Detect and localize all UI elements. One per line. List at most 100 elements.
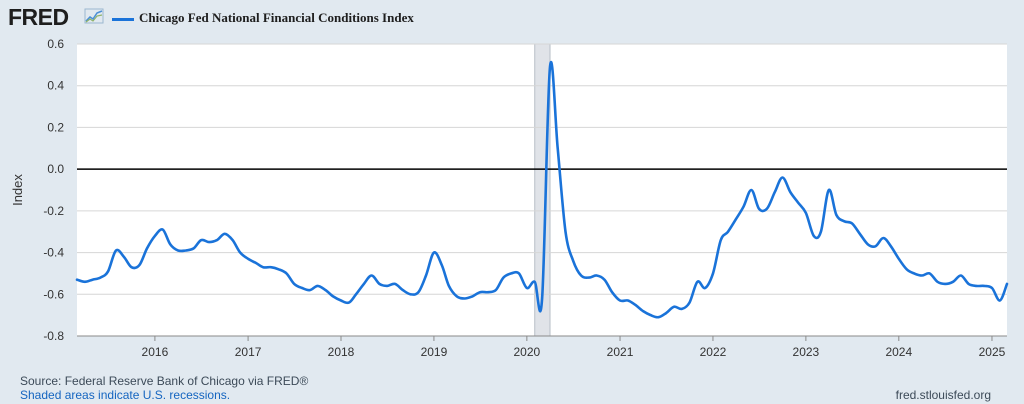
data-point: [316, 285, 319, 288]
data-point: [890, 245, 893, 248]
data-point: [324, 289, 327, 292]
data-point: [138, 264, 141, 267]
data-point: [463, 297, 466, 300]
data-point: [874, 245, 877, 248]
data-point: [270, 266, 273, 269]
data-point: [859, 233, 862, 236]
data-point: [797, 201, 800, 204]
data-point: [518, 272, 521, 275]
data-point: [223, 233, 226, 236]
data-point: [781, 176, 784, 179]
data-point: [146, 247, 149, 250]
data-point: [192, 247, 195, 250]
data-point: [526, 287, 529, 290]
data-point: [928, 272, 931, 275]
data-point: [177, 249, 180, 252]
recession-note[interactable]: Shaded areas indicate U.S. recessions.: [20, 388, 231, 402]
data-point: [301, 287, 304, 290]
data-point: [813, 235, 816, 238]
site-url[interactable]: fred.stlouisfed.org: [895, 388, 991, 402]
data-point: [91, 278, 94, 281]
y-axis-title: Index: [10, 174, 25, 206]
data-point: [471, 295, 474, 298]
data-point: [727, 230, 730, 233]
data-point: [556, 147, 559, 150]
data-point: [789, 191, 792, 194]
data-point: [402, 289, 405, 292]
data-point: [448, 285, 451, 288]
data-point: [843, 220, 846, 223]
fred-logo[interactable]: FRED: [8, 4, 69, 30]
data-point: [433, 251, 436, 254]
data-point: [588, 276, 591, 279]
data-point: [231, 239, 234, 242]
data-point: [758, 208, 761, 211]
data-point: [681, 308, 684, 311]
series-line-nfci: [75, 61, 1009, 319]
data-point: [370, 274, 373, 277]
data-point: [208, 241, 211, 244]
data-point: [828, 189, 831, 192]
data-point: [394, 283, 397, 286]
data-point: [262, 266, 265, 269]
x-tick-label: 2016: [142, 345, 169, 359]
data-point: [386, 285, 389, 288]
x-tick-label: 2023: [793, 345, 820, 359]
data-point: [572, 260, 575, 263]
x-tick-label: 2019: [421, 345, 448, 359]
data-point: [999, 299, 1002, 302]
data-point: [1006, 283, 1009, 286]
data-point: [495, 289, 498, 292]
data-point: [866, 243, 869, 246]
data-point: [960, 274, 963, 277]
data-point: [154, 235, 157, 238]
data-point: [952, 281, 955, 284]
data-point: [441, 264, 444, 267]
data-point: [835, 214, 838, 217]
data-point: [123, 255, 126, 258]
source-note: Source: Federal Reserve Bank of Chicago …: [20, 374, 309, 388]
data-point: [704, 287, 707, 290]
data-point: [456, 295, 459, 298]
data-point: [348, 301, 351, 304]
data-point: [564, 230, 567, 233]
x-tick-label: 2022: [700, 345, 727, 359]
data-point: [936, 281, 939, 284]
data-point: [247, 258, 250, 261]
data-point: [580, 274, 583, 277]
data-point: [363, 283, 366, 286]
data-point: [216, 239, 219, 242]
data-point: [712, 272, 715, 275]
data-point: [510, 272, 513, 275]
data-point: [688, 301, 691, 304]
data-point: [409, 293, 412, 296]
data-point: [541, 297, 544, 300]
chart-header: FRED Chicago Fed National Financial Cond…: [0, 0, 1024, 36]
data-point: [905, 268, 908, 271]
data-point: [533, 281, 536, 284]
x-tick-label: 2021: [607, 345, 634, 359]
x-tick-label: 2025: [979, 345, 1006, 359]
y-tick-label: -0.6: [43, 287, 64, 301]
y-tick-label: 0.4: [47, 79, 64, 93]
data-point: [595, 274, 598, 277]
legend-swatch: [112, 18, 134, 21]
data-point: [649, 314, 652, 317]
data-point: [487, 291, 490, 294]
x-tick-label: 2018: [328, 345, 355, 359]
data-point: [502, 276, 505, 279]
data-point: [805, 212, 808, 215]
data-point: [99, 276, 102, 279]
data-point: [898, 258, 901, 261]
data-point: [766, 208, 769, 211]
data-point: [425, 274, 428, 277]
data-point: [277, 268, 280, 271]
data-point: [76, 278, 79, 281]
data-point: [673, 306, 676, 309]
data-point: [479, 291, 482, 294]
chart-footer: Source: Federal Reserve Bank of Chicago …: [20, 374, 308, 402]
data-point: [913, 272, 916, 275]
data-point: [549, 66, 552, 69]
y-tick-label: -0.2: [43, 204, 64, 218]
